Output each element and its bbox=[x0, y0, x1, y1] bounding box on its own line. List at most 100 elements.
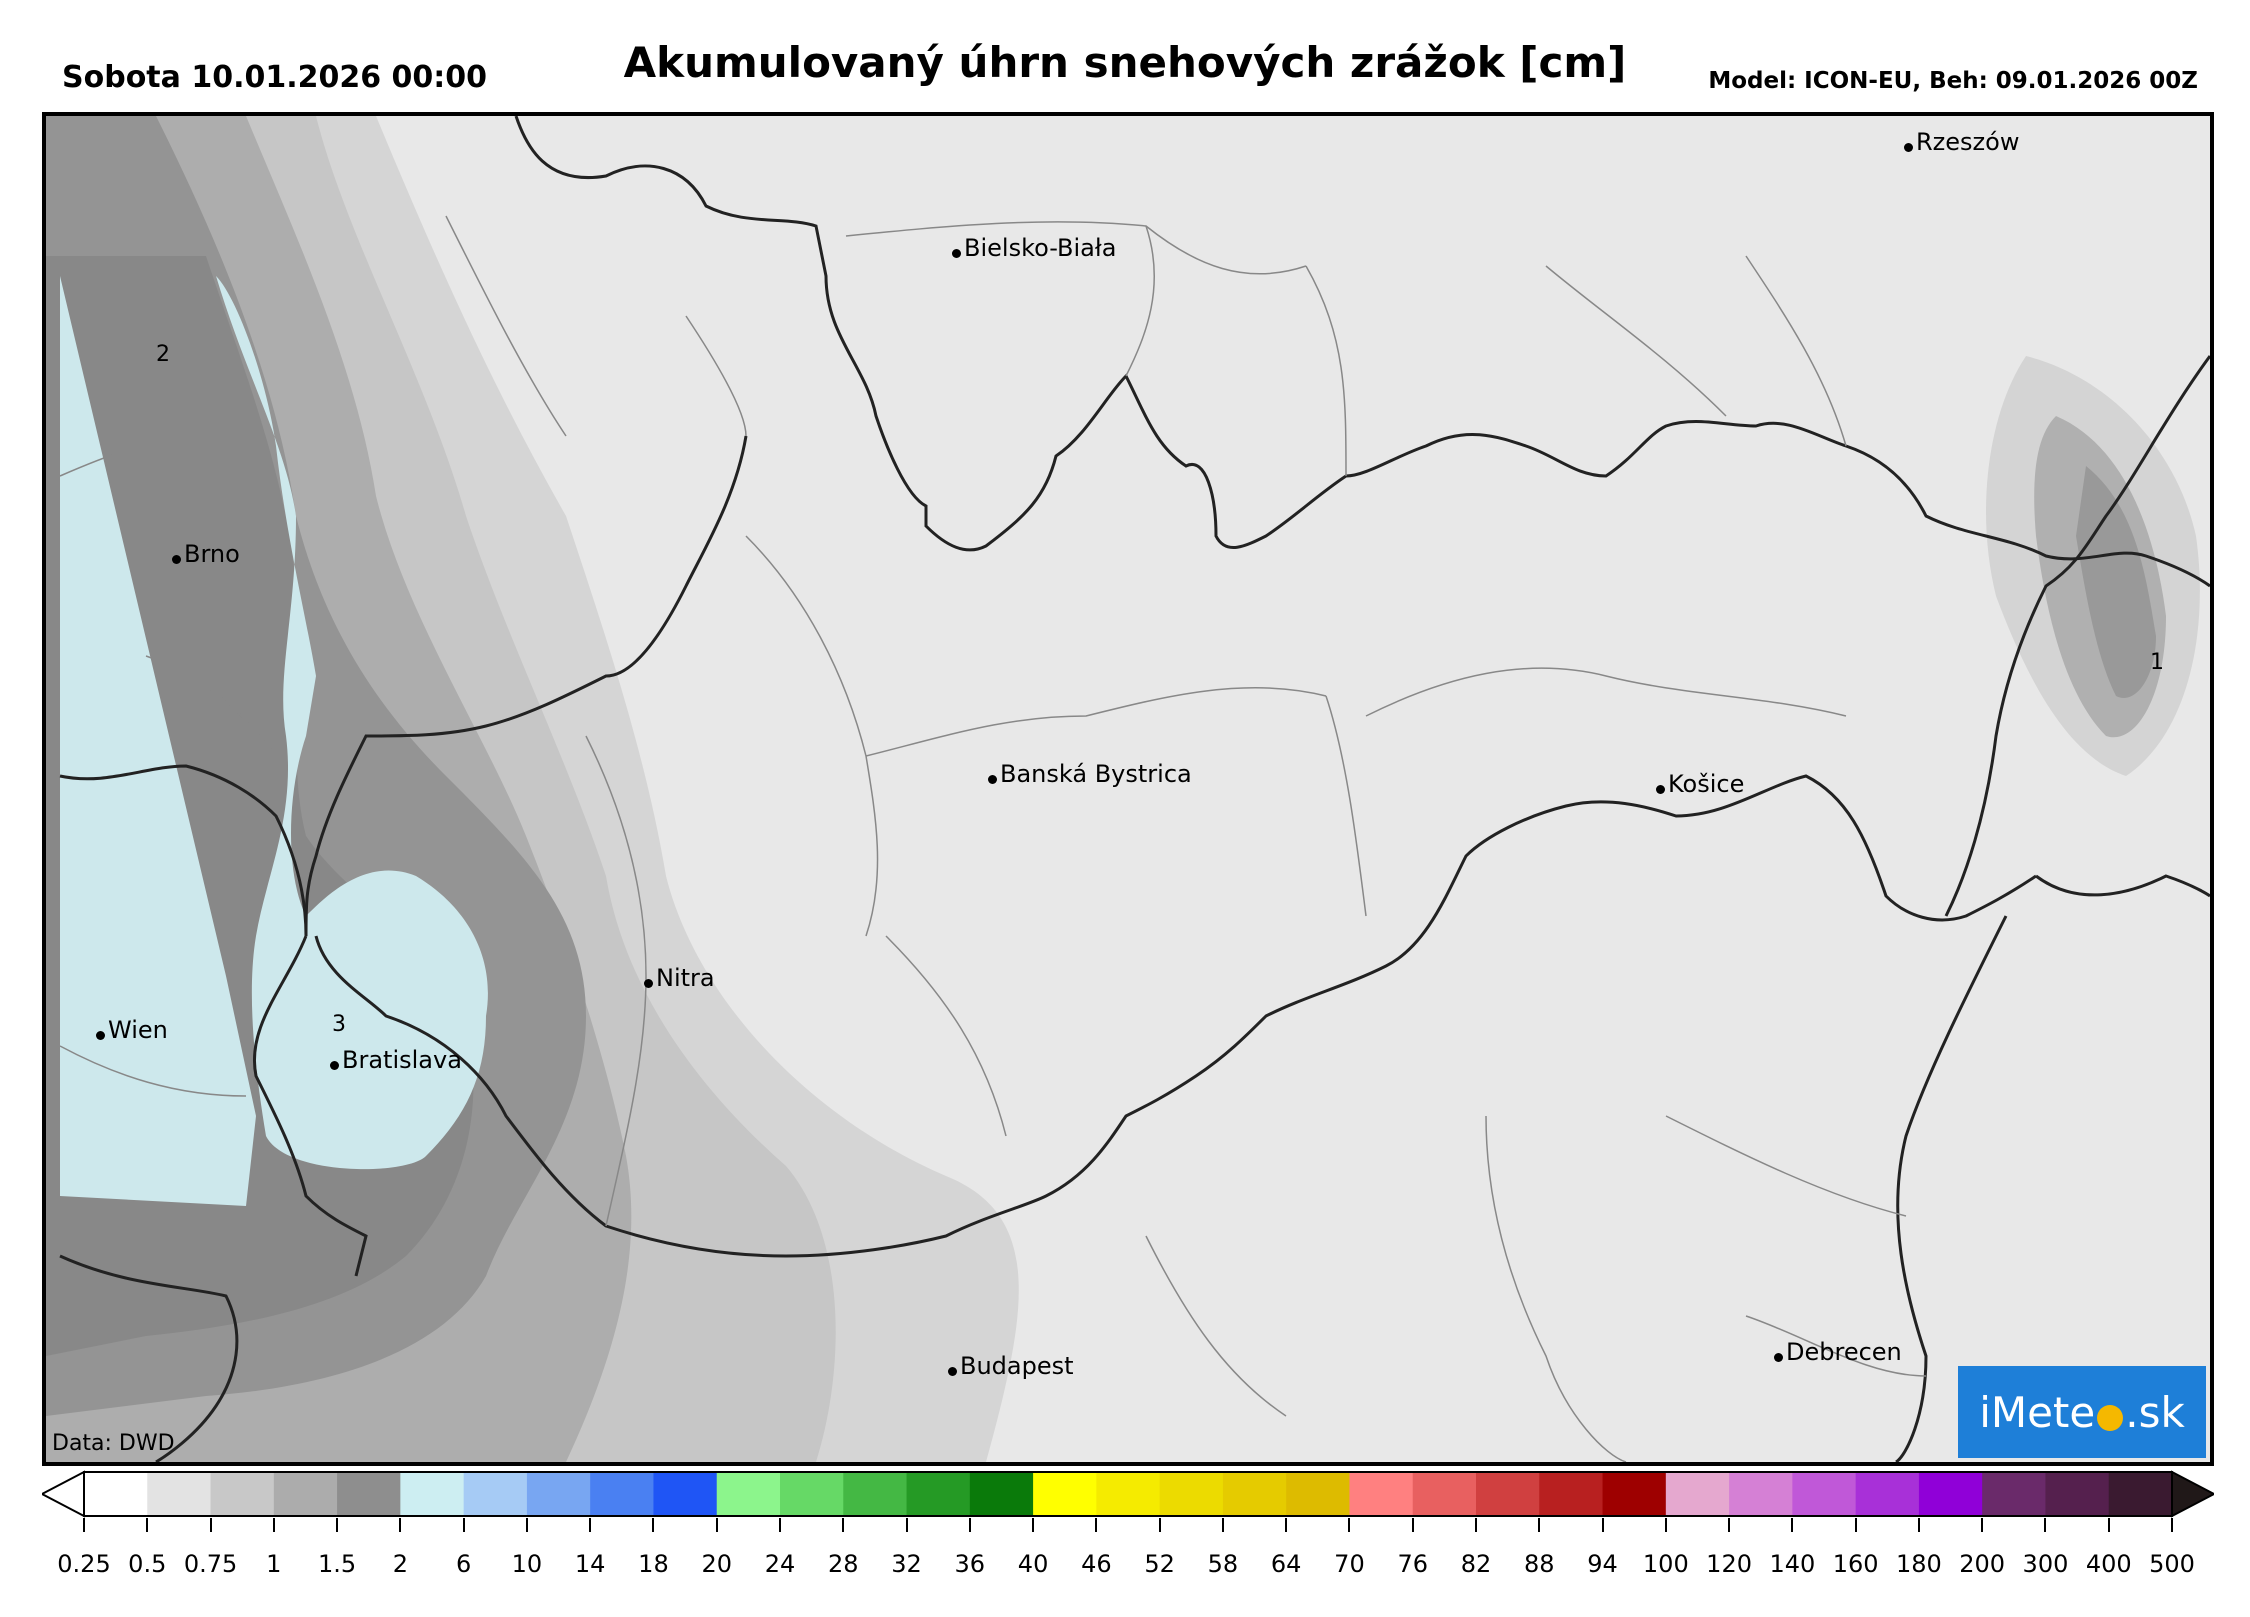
colorbar-segment bbox=[1539, 1472, 1604, 1516]
colorbar-tick-mark bbox=[399, 1518, 402, 1532]
city-label: Budapest bbox=[948, 1352, 1074, 1380]
colorbar-tick-mark bbox=[842, 1518, 845, 1532]
colorbar-tick-label: 14 bbox=[574, 1550, 606, 1578]
colorbar-tick-mark bbox=[336, 1518, 339, 1532]
colorbar-segment bbox=[2108, 1472, 2173, 1516]
header-date: Sobota 10.01.2026 00:00 bbox=[62, 60, 488, 95]
colorbar-tick-label: 6 bbox=[455, 1550, 472, 1578]
city-label: Debrecen bbox=[1774, 1338, 1902, 1366]
colorbar-arrow-right bbox=[2171, 1470, 2214, 1518]
colorbar-tick-mark bbox=[209, 1518, 212, 1532]
snow-accumulation-map[interactable]: Rzeszów Bielsko-Biała Brno Banská Bystri… bbox=[42, 112, 2214, 1466]
colorbar-tick-label: 100 bbox=[1642, 1550, 1689, 1578]
colorbar-segment bbox=[1286, 1472, 1350, 1516]
colorbar-tick-label: 10 bbox=[511, 1550, 543, 1578]
colorbar-tick-mark bbox=[1791, 1518, 1794, 1532]
colorbar-tick-mark bbox=[1348, 1518, 1351, 1532]
colorbar-tick-label: 52 bbox=[1144, 1550, 1175, 1578]
colorbar-segment bbox=[716, 1472, 781, 1516]
colorbar-tick-label: 120 bbox=[1706, 1550, 1752, 1578]
data-credit: Data: DWD bbox=[52, 1431, 175, 1456]
colorbar-segment bbox=[463, 1472, 528, 1516]
city-label: Banská Bystrica bbox=[988, 760, 1192, 788]
colorbar-segment bbox=[147, 1472, 212, 1516]
colorbar-segment bbox=[1349, 1472, 1414, 1516]
colorbar-tick-label: 160 bbox=[1832, 1550, 1879, 1578]
city-label: Rzeszów bbox=[1904, 128, 2019, 156]
colorbar-tick-label: 0.75 bbox=[183, 1550, 238, 1578]
colorbar-segment bbox=[1602, 1472, 1667, 1516]
colorbar-tick-mark bbox=[779, 1518, 781, 1532]
colorbar-segment bbox=[1982, 1472, 2046, 1516]
colorbar-tick-label: 2 bbox=[392, 1550, 408, 1578]
colorbar-tick-mark bbox=[1158, 1518, 1161, 1532]
colorbar-segment bbox=[1159, 1472, 1224, 1516]
colorbar-tick-mark bbox=[652, 1518, 655, 1532]
colorbar-tick-label: 200 bbox=[1959, 1550, 2006, 1578]
colorbar-tick-label: 28 bbox=[827, 1550, 859, 1578]
colorbar-tick-mark bbox=[1917, 1518, 1920, 1532]
colorbar-segment bbox=[1222, 1472, 1287, 1516]
colorbar-tick-label: 94 bbox=[1587, 1550, 1618, 1578]
colorbar-tick-mark bbox=[1854, 1518, 1857, 1532]
colorbar-tick-mark bbox=[525, 1518, 528, 1532]
colorbar-tick-mark bbox=[1221, 1518, 1224, 1532]
colorbar-tick-mark bbox=[1664, 1518, 1667, 1532]
map-canvas bbox=[46, 116, 2210, 1462]
colorbar-tick-mark bbox=[1475, 1518, 1477, 1532]
colorbar-segment bbox=[1855, 1472, 1920, 1516]
colorbar-tick-mark bbox=[1411, 1518, 1414, 1532]
colorbar-tick-label: 20 bbox=[701, 1550, 732, 1578]
snow-zone-east-1.5 bbox=[2076, 466, 2156, 698]
colorbar-segment bbox=[780, 1472, 844, 1516]
colorbar-svg bbox=[42, 1470, 2214, 1518]
colorbar-tick-mark bbox=[83, 1518, 85, 1532]
city-label: Wien bbox=[96, 1016, 168, 1044]
colorbar-tick-label: 300 bbox=[2022, 1550, 2069, 1578]
colorbar-segment bbox=[1918, 1472, 1983, 1516]
colorbar-tick-mark bbox=[589, 1518, 592, 1532]
colorbar-tick-mark bbox=[1032, 1518, 1035, 1532]
colorbar-tick-label: 76 bbox=[1397, 1550, 1428, 1578]
colorbar-tick-mark bbox=[2044, 1518, 2047, 1532]
colorbar-segment bbox=[906, 1472, 971, 1516]
colorbar-segment bbox=[1476, 1472, 1540, 1516]
contour-label: 3 bbox=[332, 1012, 346, 1037]
colorbar-segment bbox=[1729, 1472, 1793, 1516]
snow-zone-2-6 bbox=[60, 276, 488, 1206]
colorbar-tick-label: 500 bbox=[2149, 1550, 2195, 1578]
colorbar-segment bbox=[590, 1472, 654, 1516]
city-label: Bielsko-Biała bbox=[952, 234, 1116, 262]
colorbar-tick-label: 0.5 bbox=[128, 1550, 167, 1578]
colorbar bbox=[42, 1470, 2214, 1518]
colorbar-tick-label: 46 bbox=[1081, 1550, 1112, 1578]
colorbar-tick-label: 58 bbox=[1207, 1550, 1239, 1578]
colorbar-segment bbox=[2045, 1472, 2110, 1516]
colorbar-tick-mark bbox=[968, 1518, 971, 1532]
colorbar-tick-mark bbox=[715, 1518, 718, 1532]
colorbar-tick-label: 400 bbox=[2085, 1550, 2132, 1578]
colorbar-segment bbox=[210, 1472, 275, 1516]
city-label: Nitra bbox=[644, 964, 715, 992]
colorbar-tick-label: 88 bbox=[1523, 1550, 1555, 1578]
colorbar-tick-label: 36 bbox=[954, 1550, 986, 1578]
colorbar-segment bbox=[400, 1472, 465, 1516]
imeteo-logo[interactable]: iMete .sk bbox=[1958, 1366, 2206, 1458]
colorbar-tick-mark bbox=[1095, 1518, 1098, 1532]
colorbar-tick-mark bbox=[1601, 1518, 1604, 1532]
colorbar-tick-label: 180 bbox=[1896, 1550, 1942, 1578]
colorbar-tick-mark bbox=[1981, 1518, 1984, 1532]
colorbar-segment bbox=[1792, 1472, 1857, 1516]
colorbar-segment bbox=[1096, 1472, 1161, 1516]
colorbar-tick-mark bbox=[2107, 1518, 2110, 1532]
colorbar-segment bbox=[273, 1472, 338, 1516]
colorbar-tick-mark bbox=[146, 1518, 149, 1532]
colorbar-tick-label: 32 bbox=[891, 1550, 922, 1578]
sun-icon bbox=[2097, 1405, 2124, 1431]
colorbar-tick-label: 1.5 bbox=[317, 1550, 357, 1578]
colorbar-tick-mark bbox=[2171, 1518, 2173, 1532]
colorbar-tick-label: 0.25 bbox=[57, 1550, 111, 1578]
colorbar-segment bbox=[1665, 1472, 1730, 1516]
colorbar-segment bbox=[84, 1472, 148, 1516]
colorbar-arrow-left bbox=[42, 1470, 85, 1518]
